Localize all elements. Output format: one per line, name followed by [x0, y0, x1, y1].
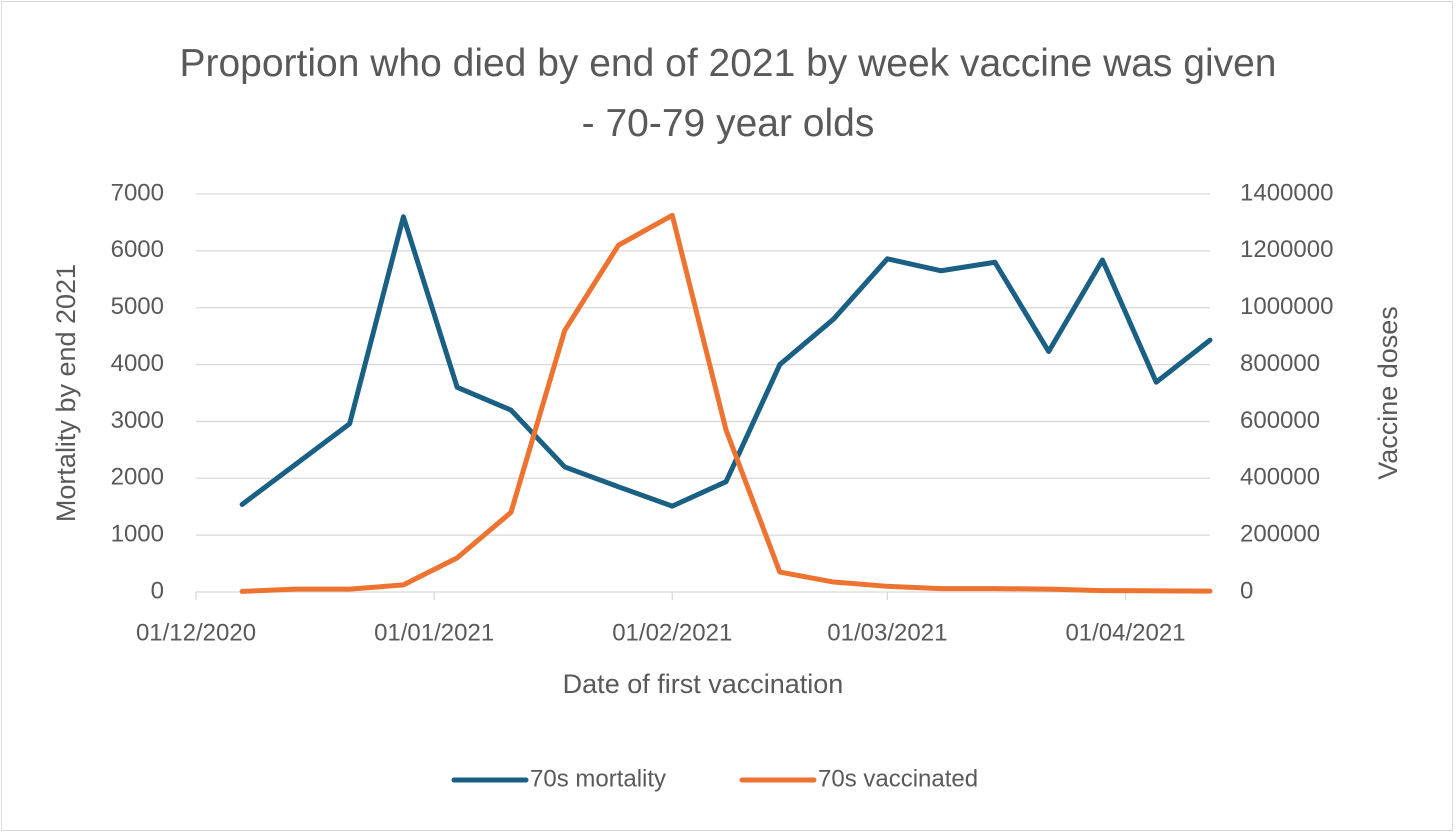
y2-tick-label: 1200000	[1240, 236, 1333, 263]
y2-tick-label: 0	[1240, 577, 1253, 604]
series-line	[239, 214, 1213, 509]
y2-tick-label: 1000000	[1240, 293, 1333, 320]
x-tick-label: 01/12/2020	[136, 619, 256, 646]
y-tick-label: 3000	[111, 407, 164, 434]
y-tick-label: 0	[151, 577, 164, 604]
x-tick-label: 01/03/2021	[827, 619, 947, 646]
series-line	[239, 212, 1213, 594]
y-tick-label: 5000	[111, 293, 164, 320]
y-axis-title: Mortality by end 2021	[51, 264, 81, 522]
x-tick-label: 01/02/2021	[612, 619, 732, 646]
y2-tick-label: 1400000	[1240, 179, 1333, 206]
y2-axis-title: Vaccine doses	[1373, 306, 1403, 480]
x-tick-label: 01/01/2021	[374, 619, 494, 646]
chart-title: Proportion who died by end of 2021 by we…	[179, 42, 1277, 145]
y2-tick-label: 600000	[1240, 407, 1320, 434]
y-tick-label: 7000	[111, 179, 164, 206]
y-tick-label: 2000	[111, 464, 164, 491]
y-tick-label: 4000	[111, 350, 164, 377]
x-tick-label: 01/04/2021	[1065, 619, 1185, 646]
y-tick-label: 1000	[111, 520, 164, 547]
y2-tick-label: 800000	[1240, 350, 1320, 377]
x-axis-title: Date of first vaccination	[563, 669, 844, 699]
legend-label: 70s vaccinated	[818, 765, 978, 792]
y2-tick-label: 200000	[1240, 520, 1320, 547]
y2-tick-label: 400000	[1240, 464, 1320, 491]
y-tick-label: 6000	[111, 236, 164, 263]
legend-label: 70s mortality	[530, 765, 666, 792]
